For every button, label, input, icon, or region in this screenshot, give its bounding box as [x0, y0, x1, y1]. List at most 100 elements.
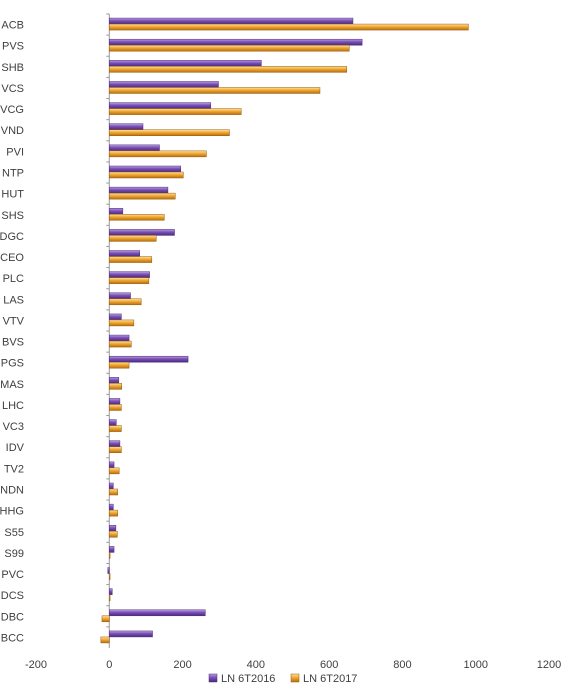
category-label: TV2	[4, 463, 24, 475]
bar-ln-6t2016	[109, 102, 212, 109]
bar-ln-6t2017	[109, 404, 122, 411]
legend-label: LN 6T2016	[221, 673, 275, 685]
bar-ln-6t2016	[109, 81, 219, 88]
legend-swatch	[208, 673, 218, 683]
bar-ln-6t2016	[109, 503, 114, 511]
category-label: PVC	[1, 569, 24, 581]
bar-ln-6t2017	[109, 256, 153, 263]
bar-ln-6t2016	[109, 271, 150, 278]
bar-ln-6t2016	[109, 60, 262, 67]
bar-ln-6t2017	[109, 108, 242, 115]
bar-ln-6t2016	[109, 419, 117, 426]
category-label: DGC	[0, 231, 24, 243]
bar-ln-6t2016	[109, 377, 120, 384]
bar-ln-6t2017	[109, 552, 111, 559]
bar-ln-6t2016	[109, 38, 363, 46]
bar-ln-6t2017	[109, 594, 111, 601]
bar-ln-6t2016	[109, 250, 140, 257]
bar-ln-6t2017	[109, 129, 230, 136]
legend-swatch	[290, 673, 300, 683]
bar-ln-6t2017	[109, 573, 111, 580]
bar-ln-6t2016	[109, 440, 121, 447]
bar-ln-6t2017	[109, 235, 157, 242]
bar-ln-6t2016	[109, 609, 206, 617]
bar-ln-6t2016	[109, 355, 189, 363]
category-label: MAS	[0, 379, 24, 391]
category-label: HUT	[1, 189, 24, 201]
bar-ln-6t2016	[109, 313, 122, 321]
bar-ln-6t2016	[109, 17, 354, 25]
bar-ln-6t2016	[109, 588, 113, 595]
x-tick-label: 600	[320, 659, 338, 671]
x-tick-label: 400	[247, 659, 265, 671]
bar-ln-6t2017	[109, 192, 176, 200]
bar-ln-6t2017	[109, 87, 321, 94]
category-label: LAS	[3, 294, 24, 306]
bar-ln-6t2017	[109, 298, 142, 306]
bar-ln-6t2017	[109, 383, 122, 390]
bar-ln-6t2017	[109, 446, 122, 453]
bar-ln-6t2016	[109, 525, 117, 532]
category-label: PLC	[3, 273, 24, 285]
category-label: ACB	[1, 20, 24, 32]
bar-ln-6t2016	[109, 482, 114, 490]
category-label: VCG	[0, 104, 24, 116]
bar-ln-6t2017	[101, 615, 110, 623]
bar-ln-6t2016	[109, 461, 115, 469]
x-tick-label: 1200	[537, 659, 561, 671]
bar-ln-6t2016	[109, 165, 181, 173]
bar-ln-6t2017	[109, 488, 118, 496]
bar-ln-6t2016	[109, 398, 121, 405]
bar-ln-6t2017	[109, 531, 118, 538]
bar-ln-6t2016	[109, 334, 130, 342]
category-label: S55	[4, 527, 24, 539]
bar-ln-6t2016	[107, 567, 110, 574]
category-label: HHG	[0, 506, 24, 518]
category-label: BVS	[2, 337, 24, 349]
bar-ln-6t2017	[109, 361, 130, 369]
x-tick-label: 0	[106, 659, 112, 671]
plot-area: ACB PVS SHB VCS VCG VND PVI NTP HUT SHS DGC CEO PLC L…	[0, 13, 561, 671]
bar-ln-6t2017	[109, 277, 150, 284]
bar-ln-6t2017	[100, 636, 110, 644]
category-label: CEO	[0, 252, 24, 264]
category-label: PVI	[6, 146, 24, 158]
category-label: PVS	[2, 41, 24, 53]
category-label: VTV	[3, 315, 25, 327]
bar-ln-6t2016	[109, 546, 115, 553]
bar-ln-6t2016	[109, 123, 144, 130]
bar-ln-6t2017	[109, 66, 347, 73]
bar-ln-6t2017	[109, 340, 132, 348]
category-label: SHB	[1, 62, 24, 74]
bar-ln-6t2017	[109, 23, 469, 31]
category-label: IDV	[6, 442, 25, 454]
x-tick-label: 1000	[463, 659, 487, 671]
category-label: BCC	[1, 632, 24, 644]
bar-ln-6t2016	[109, 144, 160, 152]
category-label: PGS	[1, 358, 24, 370]
category-label: VCS	[1, 83, 24, 95]
bar-ln-6t2017	[109, 509, 118, 517]
bar-ln-6t2016	[109, 292, 131, 300]
bar-ln-6t2016	[109, 630, 153, 638]
bar-ln-6t2017	[109, 214, 165, 221]
x-tick-label: 800	[393, 659, 411, 671]
category-label: VC3	[3, 421, 24, 433]
category-label: NTP	[2, 168, 24, 180]
bar-ln-6t2017	[109, 425, 122, 432]
category-label: DCS	[1, 590, 24, 602]
bar-ln-6t2016	[109, 186, 169, 194]
bar-ln-6t2017	[109, 467, 120, 475]
category-label: S99	[4, 548, 24, 560]
category-label: NDN	[0, 485, 24, 497]
category-label: LHC	[2, 400, 24, 412]
legend: LN 6T2016 LN 6T2017	[208, 673, 357, 685]
bar-ln-6t2017	[109, 44, 350, 52]
legend-label: LN 6T2017	[303, 673, 357, 685]
bar-ln-6t2017	[109, 319, 135, 327]
bar-ln-6t2016	[109, 229, 175, 236]
category-label: DBC	[1, 611, 24, 623]
x-tick-label: -200	[25, 659, 47, 671]
bar-ln-6t2017	[109, 171, 184, 179]
